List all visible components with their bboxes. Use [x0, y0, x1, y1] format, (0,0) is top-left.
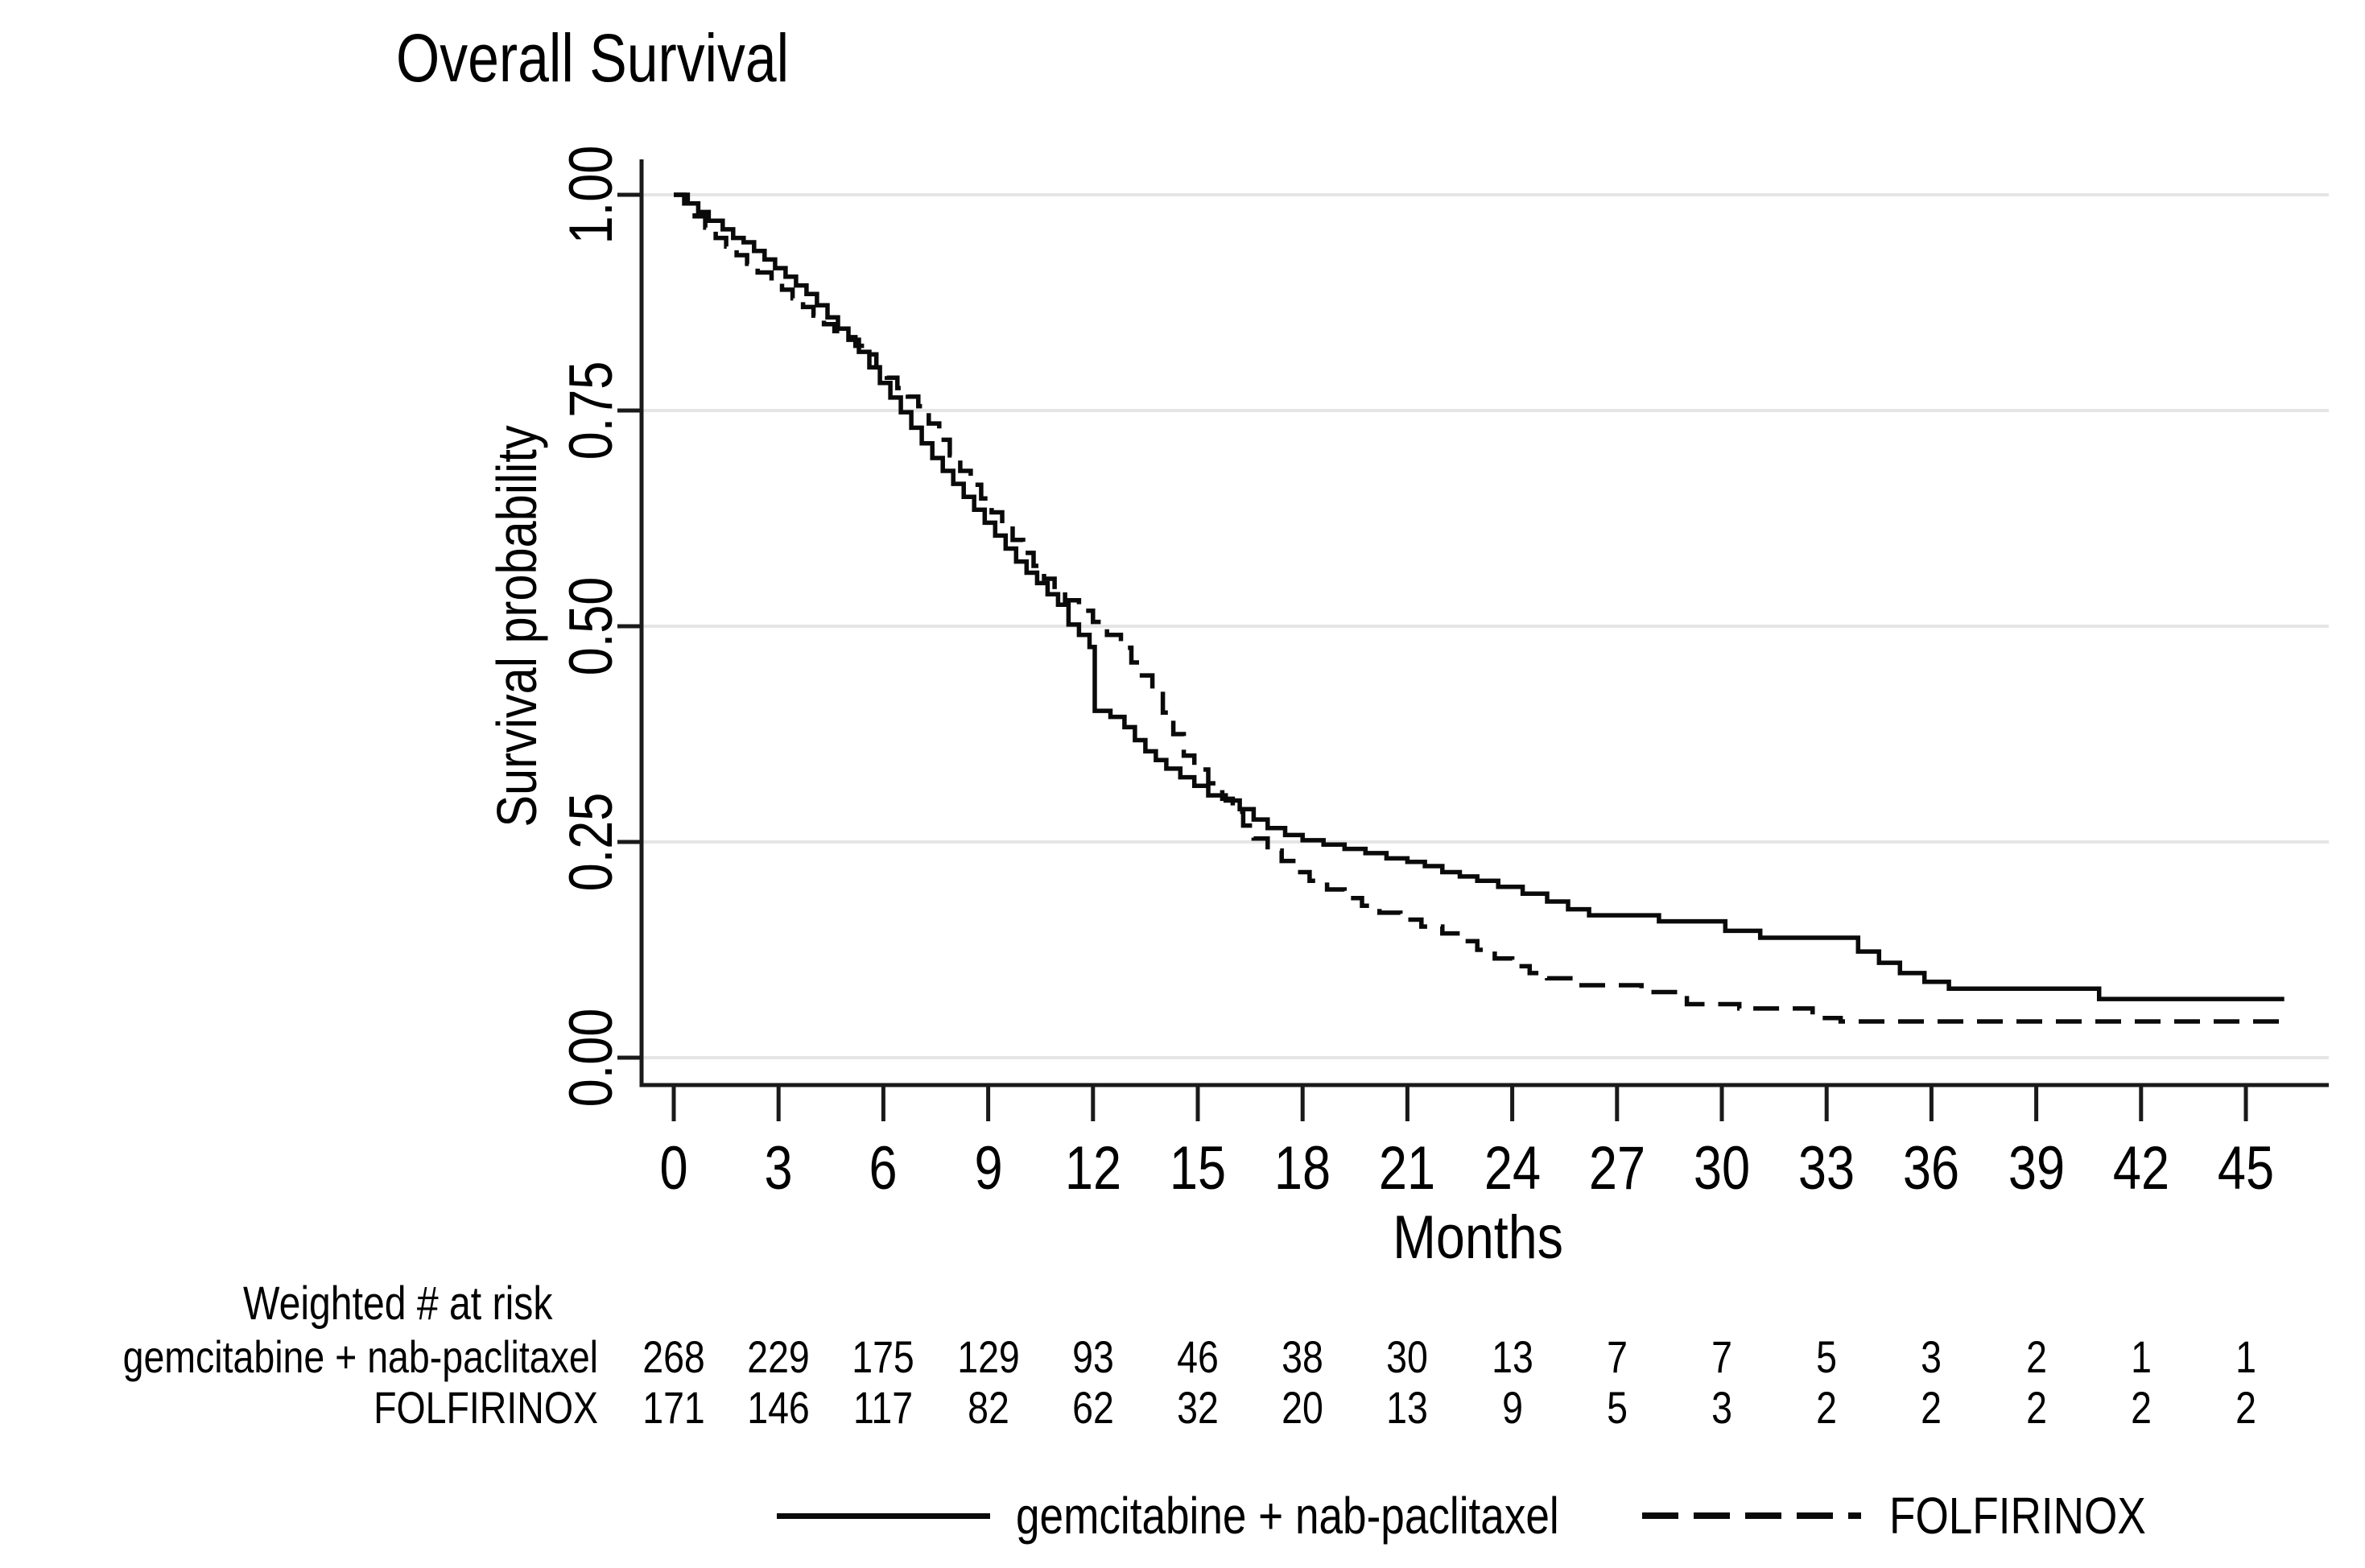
x-tick-label: 30 — [1693, 1134, 1751, 1203]
survival-curve-folfirinox — [674, 192, 2285, 1024]
risk-count: 268 — [642, 1331, 705, 1382]
risk-count: 1 — [2130, 1331, 2152, 1382]
x-tick-label: 36 — [1903, 1134, 1960, 1203]
risk-count: 129 — [956, 1331, 1020, 1382]
x-tick-label: 27 — [1588, 1134, 1645, 1203]
risk-count: 2 — [2025, 1331, 2047, 1382]
risk-count: 2 — [1816, 1382, 1838, 1433]
risk-count: 13 — [1491, 1331, 1533, 1382]
risk-count: 5 — [1606, 1382, 1628, 1433]
risk-count: 9 — [1501, 1382, 1523, 1433]
legend-dashed-line-sample — [1642, 1512, 1861, 1519]
risk-count: 93 — [1071, 1331, 1114, 1382]
chart-title: Overall Survival — [396, 20, 790, 96]
y-tick-label: 0.75 — [557, 361, 625, 460]
risk-count: 175 — [852, 1331, 915, 1382]
legend-label-gem-nabpac: gemcitabine + nab-paclitaxel — [1016, 1487, 1559, 1545]
risk-count: 117 — [853, 1382, 914, 1433]
y-tick-label: 0.50 — [557, 576, 625, 676]
risk-count: 2 — [2130, 1382, 2152, 1433]
x-tick-label: 39 — [2008, 1134, 2065, 1203]
risk-count: 13 — [1386, 1382, 1429, 1433]
x-tick-label: 24 — [1484, 1134, 1541, 1203]
risk-table-header: Weighted # at risk — [243, 1277, 553, 1330]
risk-count: 3 — [1921, 1331, 1942, 1382]
x-tick-label: 6 — [869, 1134, 898, 1203]
x-axis-title: Months — [1393, 1203, 1563, 1272]
risk-count: 38 — [1282, 1331, 1324, 1382]
risk-count: 46 — [1177, 1331, 1219, 1382]
risk-row-label-gem-nabpac: gemcitabine + nab-paclitaxel — [122, 1331, 598, 1382]
x-tick-label: 3 — [764, 1134, 793, 1203]
x-tick-label: 45 — [2217, 1134, 2275, 1203]
x-tick-label: 12 — [1064, 1134, 1121, 1203]
x-tick-label: 15 — [1169, 1134, 1227, 1203]
risk-count: 82 — [967, 1382, 1009, 1433]
risk-count: 62 — [1071, 1382, 1114, 1433]
risk-count: 3 — [1711, 1382, 1732, 1433]
risk-count: 5 — [1816, 1331, 1838, 1382]
x-tick-label: 21 — [1379, 1134, 1436, 1203]
risk-count: 1 — [2235, 1331, 2256, 1382]
legend-label-folfirinox: FOLFIRINOX — [1889, 1487, 2146, 1545]
y-tick-label: 0.25 — [557, 792, 625, 892]
risk-count: 2 — [2025, 1382, 2047, 1433]
y-axis-title: Survival probability — [485, 425, 548, 827]
risk-count: 20 — [1282, 1382, 1324, 1433]
legend-solid-line-sample — [777, 1513, 990, 1519]
risk-count: 7 — [1606, 1331, 1628, 1382]
risk-count: 146 — [747, 1382, 810, 1433]
y-tick-label: 1.00 — [557, 145, 625, 245]
survival-curve-gem-nabpac — [674, 192, 2285, 1001]
x-tick-label: 42 — [2112, 1134, 2169, 1203]
risk-count: 30 — [1386, 1331, 1429, 1382]
risk-count: 7 — [1711, 1331, 1732, 1382]
risk-count: 2 — [2235, 1382, 2256, 1433]
risk-count: 171 — [642, 1382, 705, 1433]
risk-count: 2 — [1921, 1382, 1942, 1433]
risk-count: 32 — [1177, 1382, 1219, 1433]
risk-row-label-folfirinox: FOLFIRINOX — [374, 1382, 598, 1433]
risk-count: 229 — [747, 1331, 810, 1382]
y-tick-label: 0.00 — [557, 1008, 625, 1108]
x-tick-label: 33 — [1798, 1134, 1855, 1203]
x-tick-label: 0 — [659, 1134, 688, 1203]
x-tick-label: 9 — [974, 1134, 1003, 1203]
x-tick-label: 18 — [1274, 1134, 1331, 1203]
